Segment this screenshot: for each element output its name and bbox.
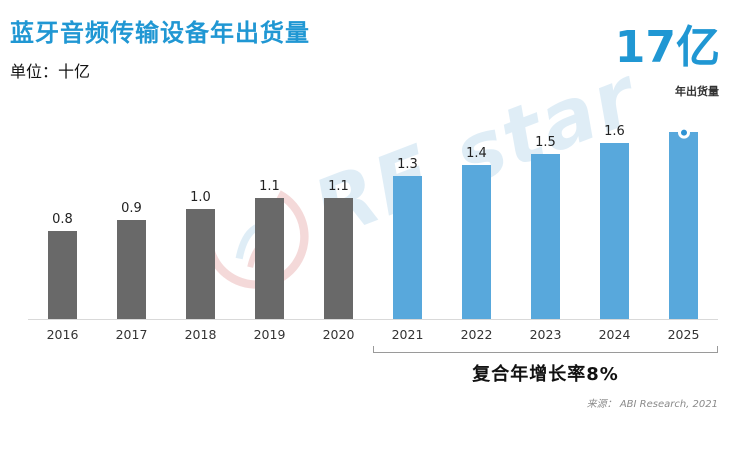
bar-2025	[669, 126, 698, 319]
bar-column-2023: 1.5	[511, 135, 580, 319]
bar-column-2017: 0.9	[97, 201, 166, 319]
highlight-value: 17亿	[614, 22, 720, 73]
bar-value-label-2021: 1.3	[397, 157, 418, 172]
bar-column-2022: 1.4	[442, 146, 511, 319]
bar-column-2018: 1.0	[166, 190, 235, 319]
bar-value-label-2019: 1.1	[259, 179, 280, 194]
x-axis-label-2019: 2019	[253, 327, 286, 342]
bar-column-2024: 1.6	[580, 124, 649, 319]
bar-2017	[117, 220, 146, 319]
bar-column-2016: 0.8	[28, 212, 97, 319]
x-axis-label-2025: 2025	[667, 327, 700, 342]
bars-area: 0.8 0.9 1.0 1.1 1.1 1.3 1.4 1.5 1.6	[28, 108, 718, 320]
bar-value-label-2022: 1.4	[466, 146, 487, 161]
cagr-label: 复合年增长率8%	[472, 364, 619, 385]
source-note: 来源： ABI Research, 2021	[586, 399, 718, 410]
bar-2022	[462, 165, 491, 319]
cagr-annotation: 复合年增长率8%	[373, 346, 718, 386]
x-axis-label-2021: 2021	[391, 327, 424, 342]
bar-chart: 0.8 0.9 1.0 1.1 1.1 1.3 1.4 1.5 1.6 2016 2017 2018…	[28, 108, 718, 342]
bar-value-label-2024: 1.6	[604, 124, 625, 139]
unit-label: 单位：十亿	[10, 62, 91, 81]
bar-2020	[324, 198, 353, 319]
x-axis-label-2022: 2022	[460, 327, 493, 342]
bar-column-2025	[649, 126, 718, 319]
x-axis-label-2016: 2016	[46, 327, 79, 342]
cagr-bracket	[373, 346, 718, 353]
bar-2019	[255, 198, 284, 319]
bar-column-2019: 1.1	[235, 179, 304, 319]
x-axis-label-2018: 2018	[184, 327, 217, 342]
bar-value-label-2023: 1.5	[535, 135, 556, 150]
bar-value-label-2018: 1.0	[190, 190, 211, 205]
bar-2018	[186, 209, 215, 319]
highlight-caption: 年出货量	[675, 85, 719, 98]
x-axis-label-2024: 2024	[598, 327, 631, 342]
bar-column-2021: 1.3	[373, 157, 442, 319]
bar-2016	[48, 231, 77, 319]
x-axis-label-2020: 2020	[322, 327, 355, 342]
bar-2024	[600, 143, 629, 319]
page-title: 蓝牙音频传输设备年出货量	[10, 19, 310, 47]
highlight-marker	[677, 126, 690, 139]
bar-value-label-2017: 0.9	[121, 201, 142, 216]
bar-value-label-2016: 0.8	[52, 212, 73, 227]
x-axis-label-2023: 2023	[529, 327, 562, 342]
bar-value-label-2020: 1.1	[328, 179, 349, 194]
x-axis-label-2017: 2017	[115, 327, 148, 342]
bar-column-2020: 1.1	[304, 179, 373, 319]
bar-2021	[393, 176, 422, 319]
bar-2023	[531, 154, 560, 319]
x-axis: 2016 2017 2018 2019 2020 2021 2022 2023 2024 2025	[28, 320, 718, 342]
